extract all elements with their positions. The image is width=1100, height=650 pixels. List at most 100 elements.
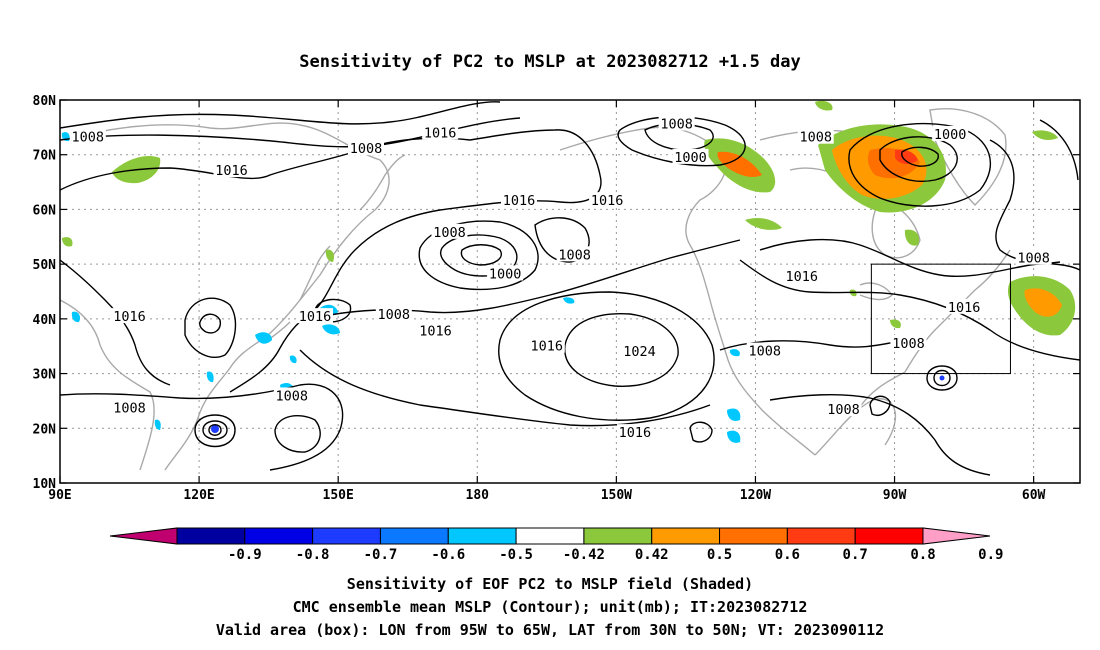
- contour-label: 1016: [299, 309, 332, 325]
- contour-label: 1008: [113, 400, 146, 416]
- lon-tick-label: 60W: [1022, 488, 1046, 503]
- contour-label: 1008: [748, 344, 781, 360]
- contour-label-bg: [1015, 249, 1052, 265]
- lon-tick-label: 150E: [323, 488, 354, 503]
- lon-tick-label: 120E: [183, 488, 214, 503]
- contour-low-120e-inner: [199, 313, 221, 334]
- contour-label: 1000: [489, 266, 522, 282]
- contour-label: 1008: [827, 402, 860, 418]
- contour-1008-caribbean: [769, 393, 991, 476]
- caption-line-2: CMC ensemble mean MSLP (Contour); unit(m…: [293, 598, 808, 616]
- lat-tick-label: 70N: [33, 149, 57, 164]
- caption-line-3: Valid area (box): LON from 95W to 65W, L…: [216, 621, 884, 639]
- shading-negative-core: [211, 375, 945, 433]
- contour-1016-east-edge: [1039, 119, 1079, 181]
- contour-label: 1008: [350, 141, 383, 157]
- contour-label: 1008: [378, 307, 411, 323]
- contour-ty-20n-2: [202, 420, 228, 440]
- contour-label: 1016: [113, 309, 146, 325]
- contour-label: 1016: [786, 269, 819, 285]
- contour-label-bg: [417, 322, 454, 338]
- contour-1016-south: [299, 349, 711, 427]
- lat-tick-label: 30N: [33, 368, 57, 383]
- colorbar-label: -0.8: [296, 547, 330, 563]
- contour-ty-130e: [274, 414, 321, 453]
- contour-label: 1008: [433, 225, 466, 241]
- contour-label-bg: [111, 308, 148, 324]
- contour-ty-20n-3: [208, 424, 222, 436]
- colorbar-label: 0.42: [635, 547, 669, 563]
- coastline-asia-north: [60, 122, 390, 211]
- contour-label-bg: [348, 140, 384, 156]
- contour-label-bg: [69, 128, 106, 144]
- contour-label-bg: [556, 246, 593, 262]
- contour-1024-high-outer: [498, 291, 715, 421]
- colorbar-swatch: [786, 527, 856, 545]
- contour-1024-high: [564, 313, 679, 387]
- shading-positive-alaska: [704, 138, 776, 193]
- contour-label-bg: [621, 343, 658, 359]
- contour-label: 1016: [531, 339, 564, 355]
- contour-label: 1000: [674, 150, 707, 166]
- contour-label-bg: [746, 342, 783, 358]
- coastline-asia-south: [60, 299, 155, 471]
- contour-label-bg: [375, 305, 412, 321]
- contour-ty-20n-1: [194, 414, 236, 448]
- contour-label: 1016: [419, 323, 452, 339]
- contour-ty-atlantic-1: [926, 365, 958, 391]
- figure-title: Sensitivity of PC2 to MSLP at 2023082712…: [299, 52, 801, 72]
- colorbar-swatch: [379, 527, 449, 545]
- mslp-contours: [60, 101, 1080, 476]
- colorbar-swatch: [854, 527, 924, 545]
- contour-label-bg: [825, 401, 862, 417]
- colorbar-swatch: [515, 527, 585, 545]
- contour-label: 1024: [623, 344, 656, 360]
- contour-label-bg: [297, 308, 333, 324]
- contour-labels: 1008 1008 1016 1016 1016 1016 1008 1000 1008 1000…: [69, 115, 1052, 441]
- contour-label-bg: [797, 128, 834, 144]
- contour-label-bg: [501, 192, 537, 208]
- colorbar: -0.9 -0.8 -0.7 -0.6 -0.5 -0.42 0.42 0.5 0.6 0.7 0.…: [109, 527, 1003, 563]
- lat-tick-label: 10N: [33, 477, 57, 492]
- contour-label: 1000: [934, 127, 967, 143]
- contour-inner-aleutian: [460, 244, 502, 266]
- colorbar-min-triangle: [109, 527, 178, 545]
- valid-area-box: [870, 263, 1011, 375]
- colorbar-max-triangle: [922, 527, 991, 545]
- colorbar-swatch: [447, 527, 517, 545]
- lon-tick-label: 120W: [740, 488, 771, 503]
- map-frame: [59, 99, 1081, 484]
- contour-label-bg: [528, 337, 565, 353]
- contour-1000-greenland-inner: [901, 146, 939, 167]
- contour-label: 1008: [276, 388, 309, 404]
- contour-label-bg: [672, 148, 709, 164]
- contour-label-bg: [783, 268, 820, 284]
- contour-label: 1008: [799, 130, 832, 146]
- colorbar-label: -0.9: [228, 547, 262, 563]
- colorbar-label: -0.42: [563, 547, 605, 563]
- lon-tick-label: 90W: [883, 488, 907, 503]
- sensitivity-shading: [61, 100, 1076, 443]
- lon-tick-label: 180: [466, 488, 490, 503]
- contour-label-bg: [431, 223, 468, 239]
- contour-1000-greenland-outer: [848, 123, 991, 207]
- colorbar-label: -0.7: [364, 547, 398, 563]
- contour-label: 1016: [424, 125, 457, 141]
- contour-1008-mex: [719, 339, 906, 351]
- shading-positive-atlantic: [1007, 276, 1076, 336]
- contour-label-bg: [946, 298, 983, 314]
- coastline-great-lakes: [859, 282, 893, 301]
- contour-1008-low-aleutian-outer: [418, 220, 539, 291]
- grid-lines: [60, 100, 1080, 483]
- colorbar-swatch: [651, 527, 721, 545]
- colorbar-swatch: [583, 527, 653, 545]
- contour-label-bg: [422, 124, 459, 140]
- map-panel: 1008 1008 1016 1016 1016 1016 1008 1000 1008 1000…: [33, 94, 1081, 503]
- contour-label: 1016: [591, 193, 624, 209]
- contour-label-bg: [932, 125, 969, 141]
- lat-tick-label: 60N: [33, 203, 57, 218]
- contour-label: 1008: [558, 247, 591, 263]
- contour-label: 1008: [72, 130, 105, 146]
- lat-tick-label: 50N: [33, 258, 57, 273]
- contour-label: 1008: [892, 336, 925, 352]
